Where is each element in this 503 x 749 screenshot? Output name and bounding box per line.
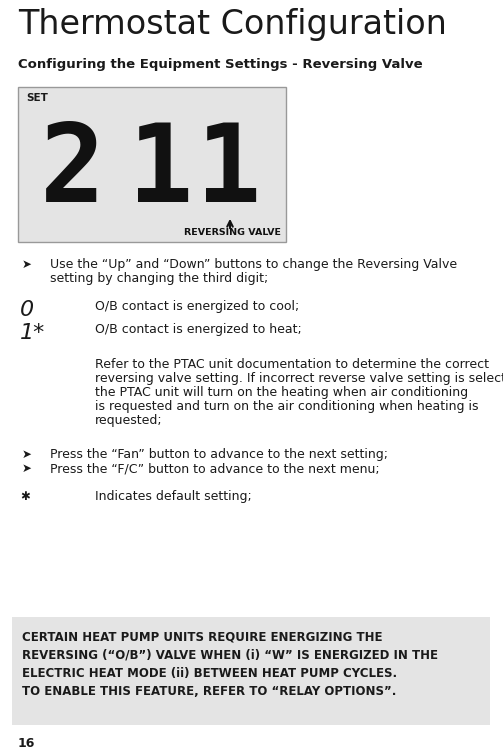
Text: ✱: ✱ (20, 490, 30, 503)
Text: Refer to the PTAC unit documentation to determine the correct: Refer to the PTAC unit documentation to … (95, 358, 489, 371)
Text: O/B contact is energized to heat;: O/B contact is energized to heat; (95, 323, 302, 336)
Text: ➤: ➤ (22, 258, 32, 271)
Text: O/B contact is energized to cool;: O/B contact is energized to cool; (95, 300, 299, 313)
Text: setting by changing the third digit;: setting by changing the third digit; (50, 272, 268, 285)
Text: ELECTRIC HEAT MODE (ii) BETWEEN HEAT PUMP CYCLES.: ELECTRIC HEAT MODE (ii) BETWEEN HEAT PUM… (22, 667, 397, 680)
Text: ➤: ➤ (22, 462, 32, 475)
Text: requested;: requested; (95, 414, 162, 427)
Text: TO ENABLE THIS FEATURE, REFER TO “RELAY OPTIONS”.: TO ENABLE THIS FEATURE, REFER TO “RELAY … (22, 685, 396, 698)
Text: REVERSING VALVE: REVERSING VALVE (184, 228, 281, 237)
Bar (12, 617, 490, 725)
Text: CERTAIN HEAT PUMP UNITS REQUIRE ENERGIZING THE: CERTAIN HEAT PUMP UNITS REQUIRE ENERGIZI… (22, 631, 382, 644)
Text: Press the “F/C” button to advance to the next menu;: Press the “F/C” button to advance to the… (50, 462, 380, 475)
Text: 16: 16 (18, 737, 35, 749)
Text: Press the “Fan” button to advance to the next setting;: Press the “Fan” button to advance to the… (50, 448, 388, 461)
Bar (18, 87, 286, 242)
Text: Thermostat Configuration: Thermostat Configuration (18, 8, 447, 41)
Text: 1: 1 (196, 120, 261, 225)
Text: REVERSING (“O/B”) VALVE WHEN (i) “W” IS ENERGIZED IN THE: REVERSING (“O/B”) VALVE WHEN (i) “W” IS … (22, 649, 438, 662)
Text: SET: SET (26, 93, 48, 103)
Text: is requested and turn on the air conditioning when heating is: is requested and turn on the air conditi… (95, 400, 478, 413)
Text: 1*: 1* (20, 323, 45, 343)
Text: 2: 2 (40, 120, 105, 225)
Text: ➤: ➤ (22, 448, 32, 461)
Text: Use the “Up” and “Down” buttons to change the Reversing Valve: Use the “Up” and “Down” buttons to chang… (50, 258, 457, 271)
Text: Indicates default setting;: Indicates default setting; (95, 490, 252, 503)
Text: the PTAC unit will turn on the heating when air conditioning: the PTAC unit will turn on the heating w… (95, 386, 468, 399)
Text: 1: 1 (128, 120, 193, 225)
Text: Configuring the Equipment Settings - Reversing Valve: Configuring the Equipment Settings - Rev… (18, 58, 423, 71)
Text: reversing valve setting. If incorrect reverse valve setting is selected,: reversing valve setting. If incorrect re… (95, 372, 503, 385)
Text: 0: 0 (20, 300, 34, 320)
